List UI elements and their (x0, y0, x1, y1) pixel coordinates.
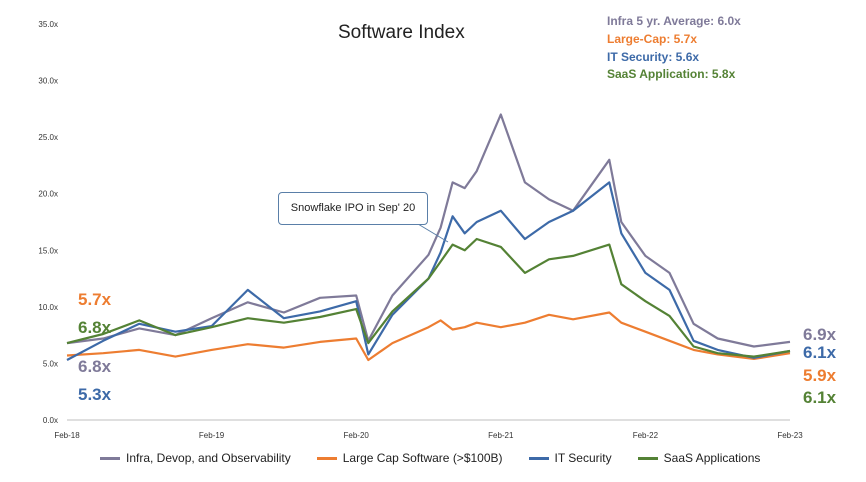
y-tick-label: 5.0x (43, 359, 58, 368)
y-tick-label: 0.0x (43, 416, 58, 425)
chart-legend: Infra, Devop, and Observability Large Ca… (100, 451, 800, 465)
legend-swatch-it-security (528, 456, 549, 460)
x-tick-label: Feb-18 (54, 431, 80, 440)
start-label-saas: 6.8x (78, 318, 112, 337)
series-line-it-security (66, 181, 791, 361)
series-line-saas (66, 237, 791, 358)
legend-item-saas: SaaS Applications (637, 451, 761, 465)
start-label-it-security: 5.3x (78, 385, 112, 404)
legend-label-infra: Infra, Devop, and Observability (126, 451, 291, 465)
end-label-large-cap: 5.9x (803, 366, 837, 385)
x-tick-label: Feb-20 (344, 431, 370, 440)
start-label-large-cap: 5.7x (78, 290, 112, 309)
x-tick-label: Feb-22 (633, 431, 659, 440)
snowflake-ipo-callout: Snowflake IPO in Sep' 20 (278, 192, 428, 225)
legend-item-large-cap: Large Cap Software (>$100B) (316, 451, 503, 465)
x-tick-label: Feb-19 (199, 431, 225, 440)
x-tick-label: Feb-23 (777, 431, 803, 440)
legend-label-saas: SaaS Applications (663, 451, 761, 465)
legend-label-large-cap: Large Cap Software (>$100B) (342, 451, 503, 465)
y-tick-label: 20.0x (38, 190, 58, 199)
legend-item-it-security: IT Security (528, 451, 612, 465)
y-tick-label: 15.0x (38, 246, 58, 255)
y-tick-label: 10.0x (38, 303, 58, 312)
legend-swatch-large-cap (316, 456, 337, 460)
infra-average-label: Infra 5 yr. Average: 6.0x (607, 14, 741, 28)
start-label-infra: 6.8x (78, 357, 112, 376)
legend-item-infra: Infra, Devop, and Observability (100, 451, 291, 465)
series-line-infra (66, 113, 791, 348)
y-tick-label: 30.0x (38, 77, 58, 86)
end-label-infra: 6.9x (803, 325, 837, 344)
end-label-saas: 6.1x (803, 388, 837, 407)
x-tick-label: Feb-21 (488, 431, 514, 440)
legend-swatch-infra (100, 456, 120, 460)
legend-swatch-saas (637, 456, 658, 460)
chart-title: Software Index (338, 22, 465, 43)
series-line-large-cap (66, 311, 791, 362)
it-security-average-label: IT Security: 5.6x (607, 50, 700, 64)
large-cap-average-label: Large-Cap: 5.7x (607, 32, 698, 46)
callout-pointer (417, 223, 449, 243)
legend-label-it-security: IT Security (554, 451, 612, 465)
end-label-it-security: 6.1x (803, 343, 837, 362)
y-tick-label: 35.0x (38, 20, 58, 29)
saas-average-label: SaaS Application: 5.8x (607, 67, 736, 81)
y-tick-label: 25.0x (38, 133, 58, 142)
